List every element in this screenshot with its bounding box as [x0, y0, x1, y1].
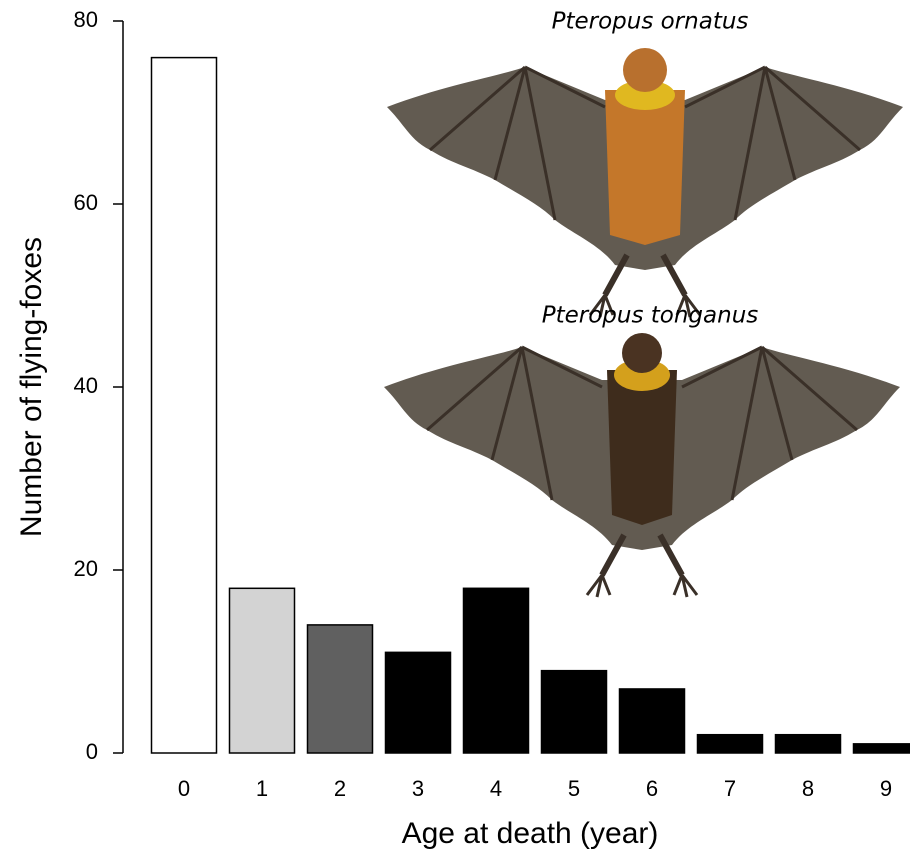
bar	[308, 625, 373, 753]
bar	[854, 744, 910, 753]
bar	[386, 652, 451, 753]
y-axis-title: Number of flying-foxes	[15, 237, 48, 537]
annotation: Pteropus tonganus	[542, 303, 759, 329]
x-tick-label: 0	[178, 776, 190, 801]
x-tick-label: 1	[256, 776, 268, 801]
x-tick-label: 7	[724, 776, 736, 801]
x-axis-title: Age at death (year)	[402, 817, 659, 850]
x-tick-label: 3	[412, 776, 424, 801]
bar	[698, 735, 763, 753]
bat-illustration	[387, 48, 903, 317]
annotation: Pteropus ornatus	[552, 9, 749, 35]
x-tick-label: 5	[568, 776, 580, 801]
y-tick-label: 20	[74, 556, 98, 581]
bar	[152, 58, 217, 753]
bar	[230, 588, 295, 753]
x-tick-label: 8	[802, 776, 814, 801]
bat-illustration	[384, 333, 900, 597]
x-tick-label: 6	[646, 776, 658, 801]
y-tick-label: 60	[74, 190, 98, 215]
y-tick-label: 40	[74, 373, 98, 398]
x-tick-label: 9	[880, 776, 892, 801]
y-tick-label: 80	[74, 7, 98, 32]
chart: Pteropus ornatus Pteropus tonganus Age a…	[0, 0, 910, 861]
y-tick-label: 0	[86, 739, 98, 764]
bar	[620, 689, 685, 753]
bar	[542, 671, 607, 753]
bar	[464, 588, 529, 753]
bar	[776, 735, 841, 753]
x-tick-label: 4	[490, 776, 502, 801]
x-tick-label: 2	[334, 776, 346, 801]
